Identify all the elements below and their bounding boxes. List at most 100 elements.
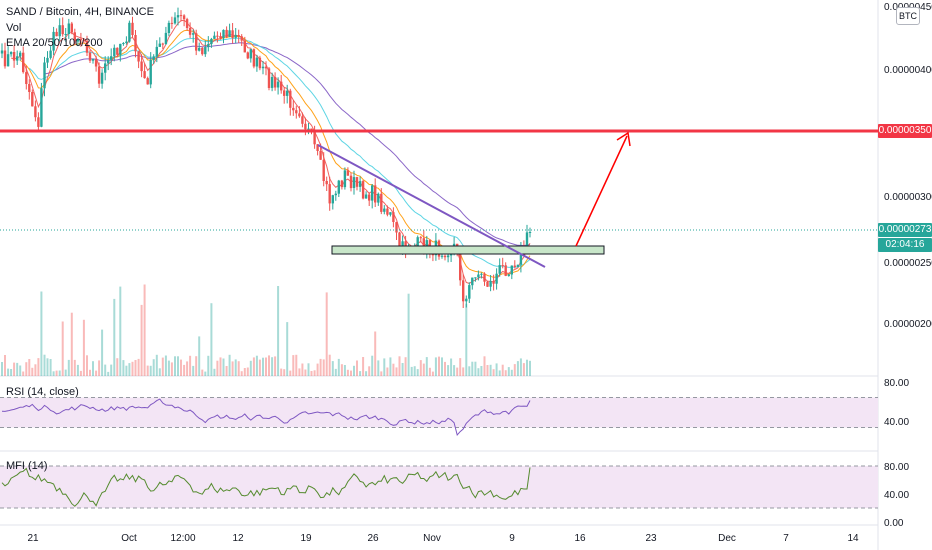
price-tick-label: 0.00000400 (884, 65, 932, 76)
volume-bar (204, 371, 207, 376)
volume-bar (498, 370, 501, 376)
candle-body (443, 255, 447, 258)
currency-badge[interactable]: BTC (896, 7, 920, 25)
candle-body (131, 22, 134, 35)
volume-bar (268, 355, 270, 376)
ema200-line (44, 42, 531, 247)
time-tick-label: 12 (232, 533, 244, 544)
candle-body (289, 90, 292, 108)
candle-body (85, 40, 89, 53)
volume-bar (438, 356, 440, 376)
candle-body (465, 298, 468, 302)
volume-bar (161, 357, 164, 376)
candle-body (152, 56, 155, 60)
volume-bar (453, 365, 456, 376)
rsi-tick-label: 40.00 (884, 417, 909, 428)
volume-bar (25, 362, 28, 376)
time-tick-label: Nov (423, 533, 441, 544)
volume-bar (243, 368, 246, 376)
candle-body (328, 184, 331, 204)
volume-bar (331, 361, 334, 376)
candle-body (119, 43, 122, 55)
volume-bar (416, 369, 419, 376)
candle-body (58, 25, 61, 37)
time-tick-label: 26 (367, 533, 379, 544)
volume-bar (222, 358, 225, 376)
volume-bar (362, 357, 365, 376)
candle-body (116, 47, 119, 55)
time-tick-label: Oct (121, 533, 137, 544)
volume-bar (295, 354, 298, 376)
volume-bar (428, 367, 431, 376)
volume-bar (95, 370, 98, 376)
volume-bar (40, 291, 43, 376)
volume-bar (131, 361, 134, 376)
volume-bar (101, 329, 104, 376)
trendline (317, 144, 546, 268)
candle-body (43, 62, 46, 89)
volume-bar (37, 358, 40, 376)
candle-body (283, 90, 286, 96)
candle-body (149, 59, 152, 85)
volume-bar (219, 357, 222, 376)
candle-body (471, 277, 474, 286)
volume-bar (22, 371, 25, 376)
volume-bar (231, 361, 234, 376)
volume-bar (104, 364, 107, 376)
candle-body (82, 40, 86, 42)
candle-body (249, 49, 252, 59)
volume-bar (274, 356, 277, 376)
volume-bar (301, 363, 304, 376)
candle-body (79, 39, 83, 41)
candle-body (273, 77, 277, 88)
candle-body (88, 52, 92, 61)
volume-bar (504, 370, 507, 376)
candle-body (319, 151, 322, 160)
volume-bar (516, 361, 519, 376)
volume-bar (419, 360, 422, 376)
candle-body (380, 193, 383, 212)
candle-body (498, 265, 501, 274)
candle-body (46, 57, 49, 63)
volume-bar (110, 364, 113, 376)
candle-body (213, 35, 216, 39)
candle-body (61, 25, 64, 35)
candle-body (146, 78, 149, 85)
volume-bar (522, 363, 525, 376)
volume-bar (380, 371, 383, 376)
volume-bar (465, 303, 468, 376)
candle-body (76, 39, 80, 42)
candle-body (204, 47, 207, 55)
candle-body (349, 175, 353, 189)
price-tick-label: 0.00000250 (884, 258, 932, 269)
volume-bar (529, 360, 531, 376)
mfi-tick-label: 40.00 (884, 490, 909, 501)
rsi-band (0, 397, 878, 428)
volume-bar (180, 359, 182, 376)
candle-body (179, 15, 183, 17)
candle-body (94, 59, 98, 67)
candle-body (201, 47, 204, 55)
candle-body (110, 56, 113, 60)
volume-bar (316, 363, 319, 376)
volume-bar (401, 363, 404, 376)
volume-bar (98, 360, 101, 376)
volume-bar (46, 358, 49, 376)
candle-body (395, 222, 398, 233)
candle-body (28, 84, 31, 92)
volume-bar (468, 366, 471, 376)
target-price-badge: 0.00000350 (878, 124, 932, 138)
candle-body (91, 59, 95, 61)
mfi-tick-label: 80.00 (884, 462, 909, 473)
candle-body (489, 281, 492, 287)
volume-bar (19, 365, 22, 376)
candle-body (192, 33, 195, 35)
candle-body (325, 181, 328, 185)
last-price-badge: 0.00000273 (878, 223, 932, 237)
volume-bar (189, 355, 192, 376)
candle-body (307, 128, 310, 130)
candle-body (64, 34, 67, 35)
volume-bar (113, 298, 116, 376)
candle-body (228, 30, 231, 37)
